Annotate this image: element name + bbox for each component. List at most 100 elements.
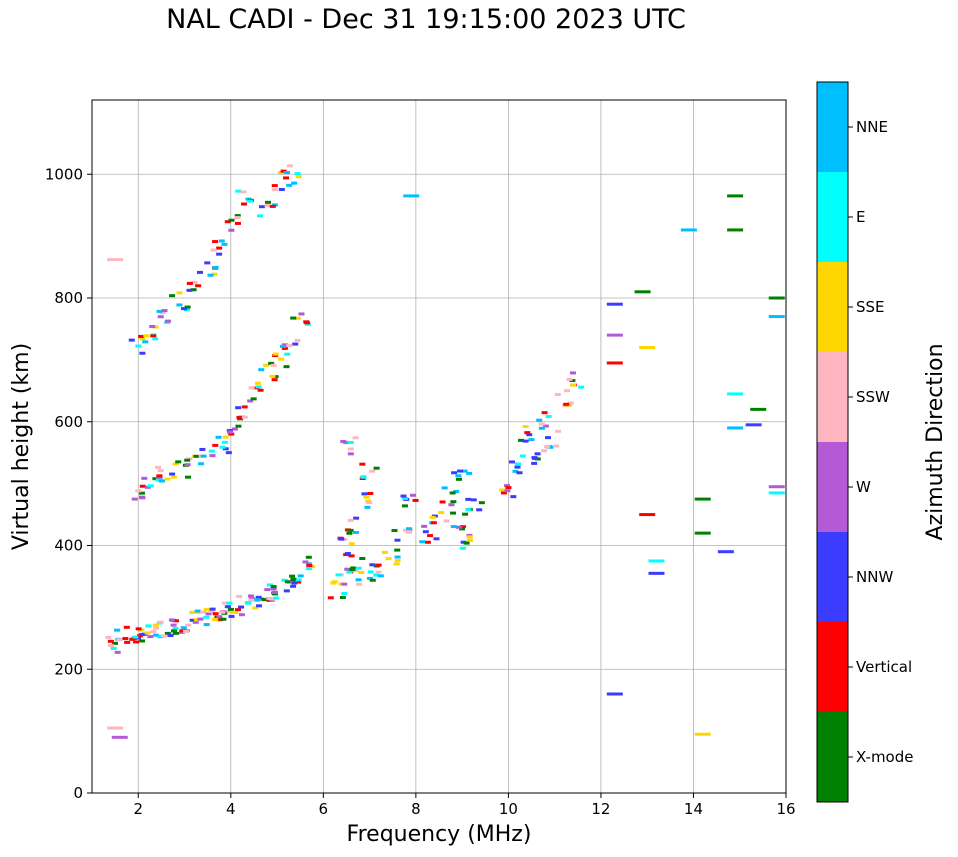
echo-mark bbox=[514, 465, 521, 469]
y-tick-label: 200 bbox=[54, 660, 83, 678]
echo-mark bbox=[606, 302, 623, 306]
echo-mark bbox=[247, 594, 254, 598]
echo-mark bbox=[344, 567, 351, 571]
echo-mark bbox=[281, 343, 288, 347]
echo-mark bbox=[184, 305, 191, 309]
echo-mark bbox=[139, 337, 146, 341]
echo-mark bbox=[170, 475, 177, 479]
plot-area-frame bbox=[91, 99, 787, 794]
echo-mark bbox=[456, 477, 463, 481]
echo-mark bbox=[578, 385, 585, 389]
echo-mark bbox=[212, 443, 219, 447]
echo-mark bbox=[284, 352, 291, 356]
echo-mark bbox=[543, 445, 550, 449]
echo-mark bbox=[519, 454, 526, 458]
echo-mark bbox=[176, 291, 183, 295]
echo-mark bbox=[639, 346, 656, 349]
echo-mark bbox=[364, 505, 371, 509]
echo-mark bbox=[150, 630, 157, 634]
echo-mark bbox=[515, 462, 522, 466]
azimuth-colorbar: X-mode Vertical NNW W SSW SSE E NNE bbox=[816, 81, 913, 803]
echo-mark bbox=[504, 489, 511, 493]
echo-mark bbox=[639, 513, 656, 517]
echo-mark bbox=[461, 469, 468, 473]
echo-mark bbox=[212, 612, 219, 616]
echo-mark bbox=[269, 204, 276, 208]
echo-mark bbox=[211, 272, 218, 276]
echo-mark bbox=[144, 631, 151, 635]
echo-mark bbox=[281, 578, 288, 582]
echo-mark bbox=[289, 574, 296, 578]
echo-mark bbox=[186, 281, 193, 285]
echo-mark bbox=[433, 537, 440, 541]
echo-mark bbox=[465, 508, 472, 512]
echo-mark bbox=[185, 623, 192, 627]
echo-mark bbox=[347, 452, 354, 456]
echo-mark bbox=[648, 571, 665, 575]
echo-mark bbox=[536, 418, 543, 422]
echo-mark bbox=[768, 491, 785, 495]
echo-mark bbox=[172, 626, 179, 630]
echo-mark bbox=[208, 449, 215, 453]
colorbar-tick-label: Vertical bbox=[856, 658, 912, 676]
echo-mark bbox=[135, 489, 142, 493]
colorbar-tick-label: NNW bbox=[856, 568, 893, 586]
echo-mark bbox=[248, 386, 255, 390]
echo-mark bbox=[304, 321, 311, 325]
echo-mark bbox=[255, 595, 262, 599]
echo-mark bbox=[439, 500, 446, 504]
echo-mark bbox=[203, 623, 210, 627]
echo-mark bbox=[200, 454, 207, 458]
echo-mark bbox=[291, 581, 298, 585]
echo-mark bbox=[400, 494, 407, 498]
colorbar-segment bbox=[817, 262, 848, 352]
x-tick-label: 12 bbox=[591, 800, 610, 818]
echo-mark bbox=[394, 555, 401, 559]
colorbar-segment bbox=[817, 172, 848, 262]
echo-mark bbox=[727, 228, 744, 232]
grid-lines bbox=[92, 100, 787, 794]
echo-mark bbox=[192, 620, 199, 624]
echo-mark bbox=[347, 518, 354, 522]
echo-mark bbox=[283, 171, 290, 175]
echo-mark bbox=[768, 296, 785, 300]
echo-mark bbox=[228, 614, 235, 618]
colorbar-tick-label: W bbox=[856, 478, 871, 496]
echo-mark bbox=[570, 383, 577, 387]
echo-mark bbox=[459, 527, 466, 531]
echo-mark bbox=[219, 610, 226, 614]
echo-mark bbox=[224, 220, 231, 224]
echo-mark bbox=[391, 529, 398, 533]
echo-mark bbox=[286, 344, 293, 348]
colorbar-segment bbox=[817, 352, 848, 442]
echo-mark bbox=[350, 566, 357, 570]
echo-mark bbox=[522, 425, 529, 429]
echo-mark bbox=[268, 361, 275, 365]
echo-mark bbox=[375, 563, 382, 567]
echo-mark bbox=[161, 309, 168, 313]
echo-mark bbox=[145, 624, 152, 628]
echo-mark bbox=[266, 583, 273, 587]
echo-mark bbox=[466, 471, 473, 475]
echo-mark bbox=[270, 585, 277, 589]
echo-mark bbox=[348, 554, 355, 558]
echo-mark bbox=[359, 556, 366, 560]
echo-mark bbox=[338, 537, 345, 541]
echo-mark bbox=[224, 605, 231, 609]
echo-mark bbox=[369, 563, 376, 567]
echo-mark bbox=[152, 337, 159, 341]
echo-mark bbox=[348, 542, 355, 546]
echo-mark bbox=[455, 474, 462, 478]
echo-mark bbox=[360, 475, 367, 479]
echo-mark bbox=[195, 284, 202, 288]
echo-mark bbox=[123, 625, 130, 629]
echo-mark bbox=[219, 445, 226, 449]
colorbar-label: Azimuth Direction bbox=[923, 343, 948, 540]
echo-mark bbox=[234, 608, 241, 612]
echo-mark bbox=[199, 447, 206, 451]
echo-mark bbox=[255, 381, 262, 385]
echo-mark bbox=[466, 533, 473, 537]
echo-mark bbox=[555, 429, 562, 433]
echo-mark bbox=[403, 194, 420, 198]
echo-mark bbox=[209, 607, 216, 611]
